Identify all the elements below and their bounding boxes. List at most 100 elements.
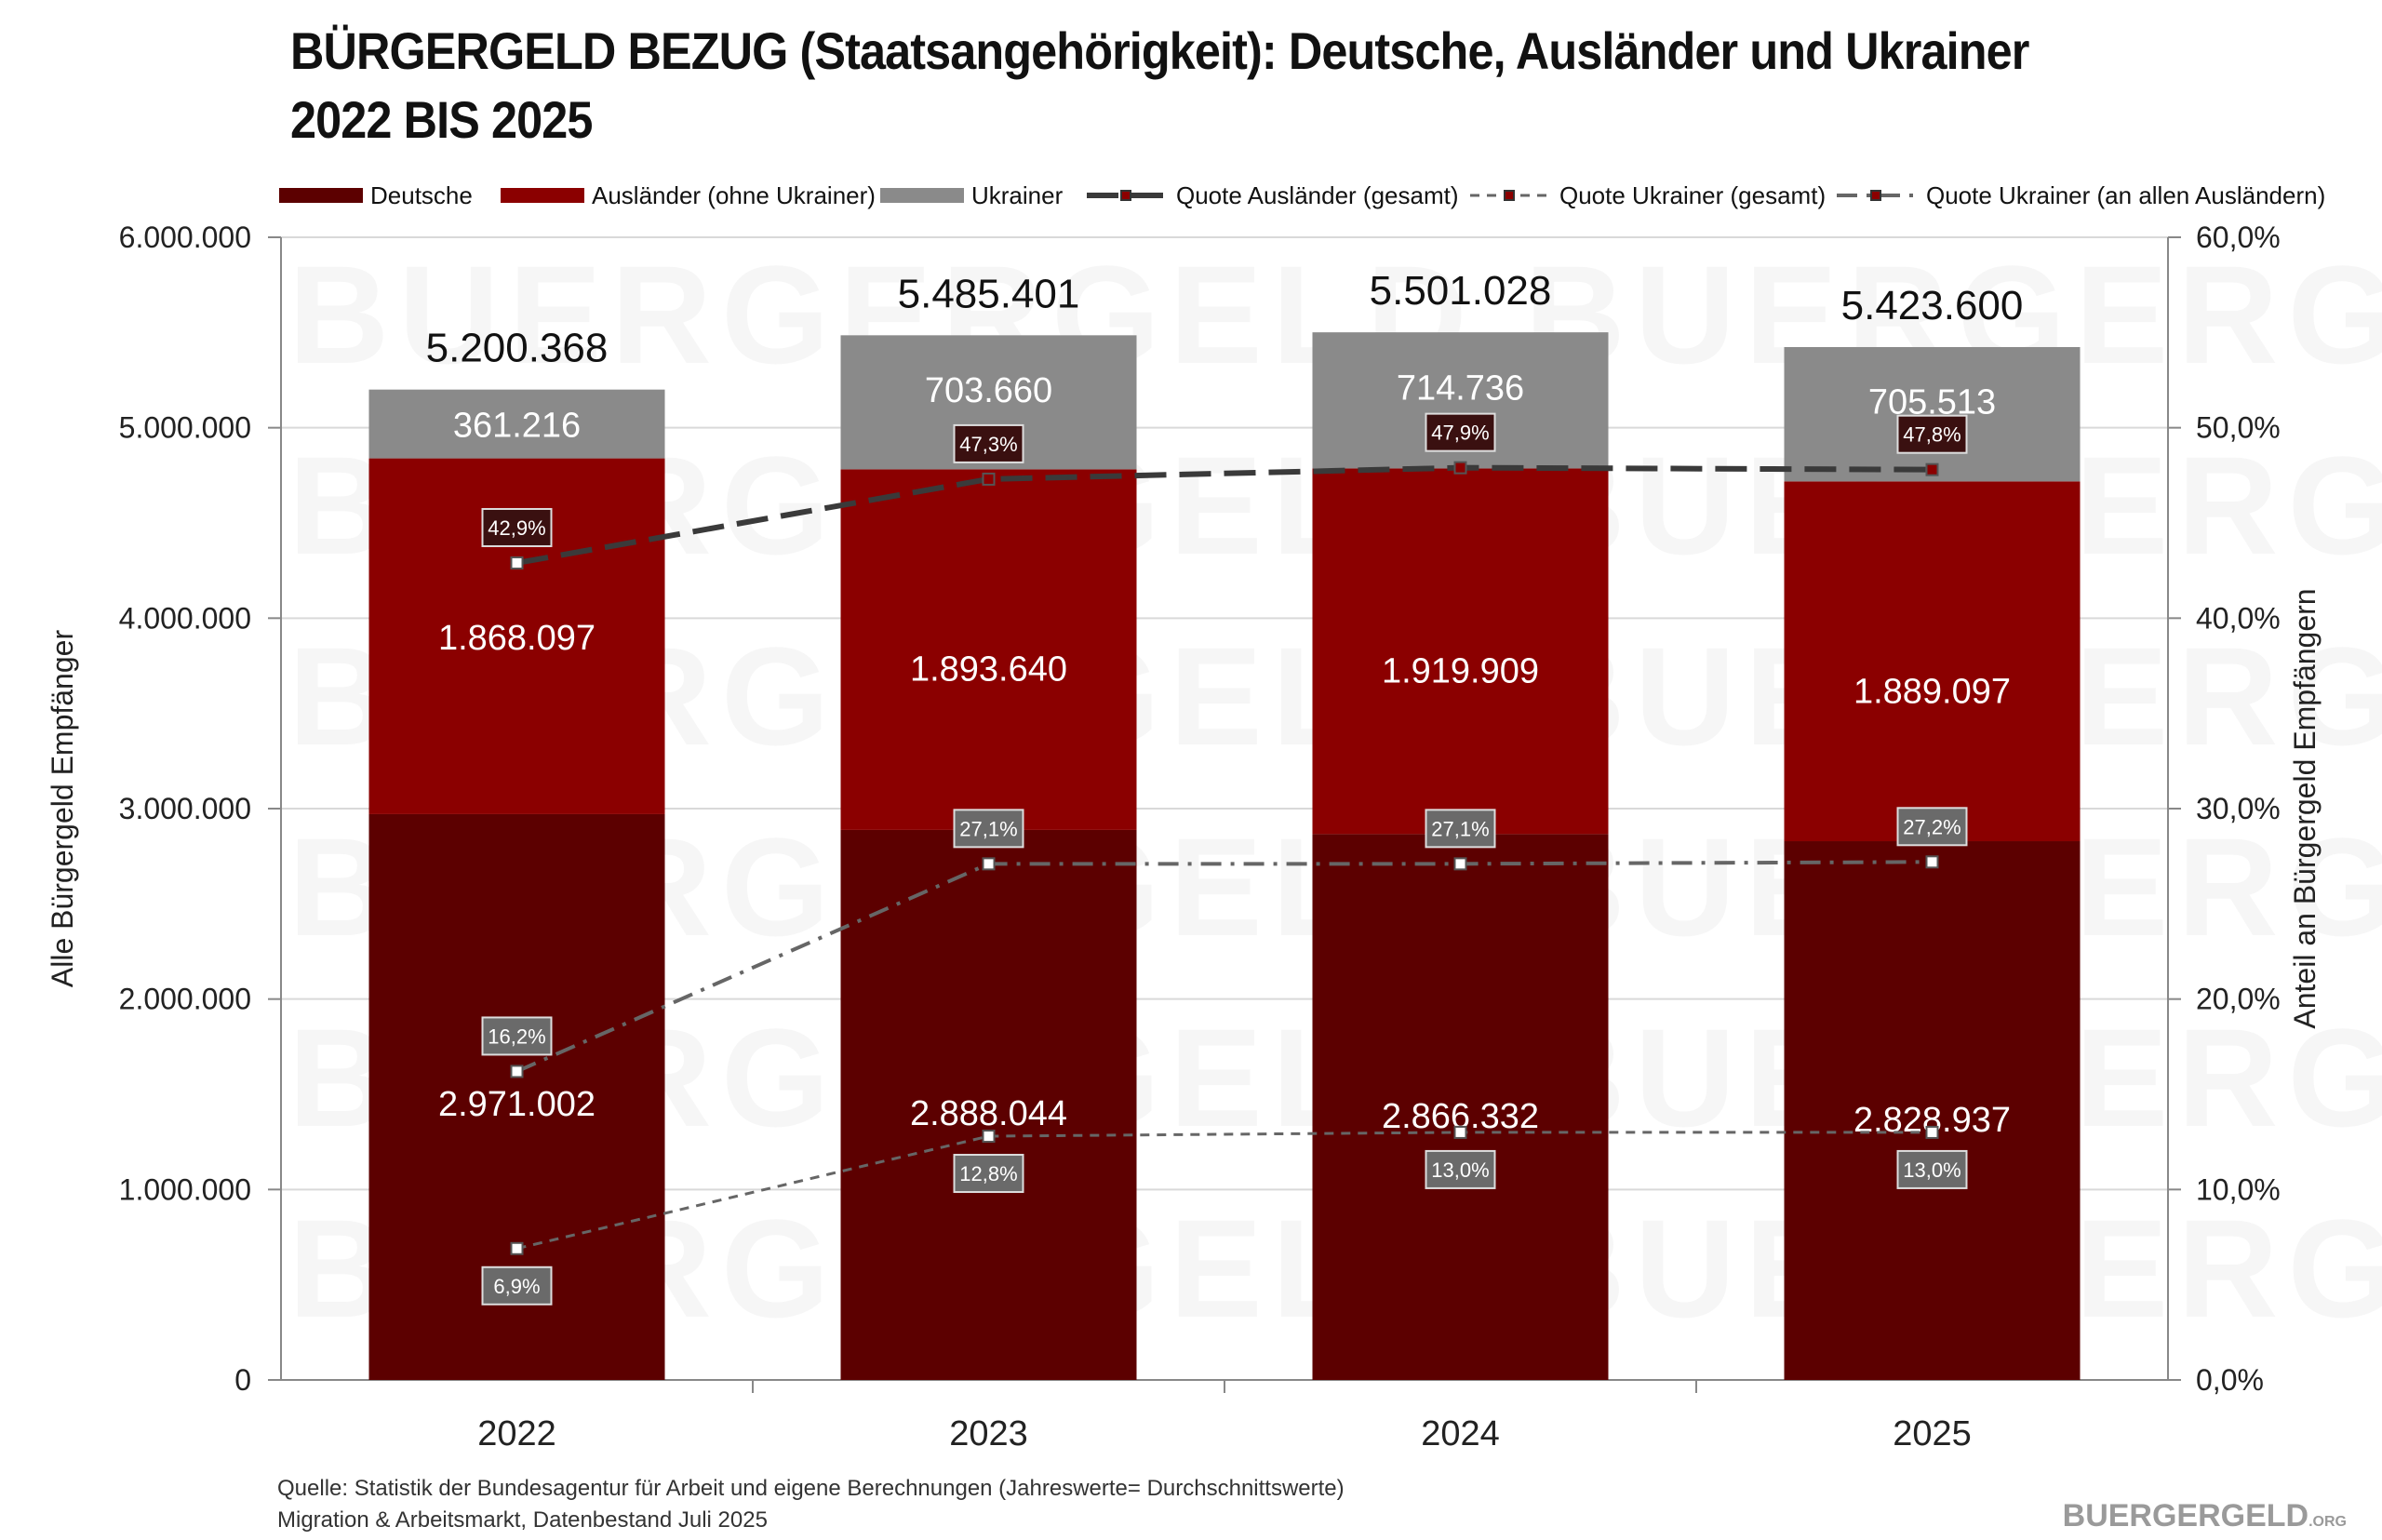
y-tick-label: 2.000.000 — [119, 983, 251, 1016]
line-value-label: 6,9% — [493, 1275, 540, 1298]
legend-auslaender-swatch — [501, 188, 584, 203]
line-value-badge — [1425, 412, 1496, 452]
line-marker — [1453, 461, 1467, 475]
bar-auslaender — [1312, 468, 1609, 835]
bar-deutsche — [1784, 841, 2081, 1380]
line-value-badge — [481, 507, 553, 547]
bar-auslaender — [1784, 481, 2081, 842]
line-marker — [982, 857, 996, 871]
y2-tick-label: 40,0% — [2196, 601, 2281, 635]
line-marker — [1925, 855, 1939, 869]
legend-ukrainer-swatch — [880, 188, 964, 203]
line-value-label: 47,9% — [1431, 422, 1489, 445]
y2-tick-label: 0,0% — [2196, 1363, 2264, 1397]
line-value-label: 12,8% — [959, 1162, 1017, 1185]
total-label: 5.501.028 — [1370, 268, 1552, 314]
line-value-badge — [1425, 1149, 1496, 1189]
x-tick-label: 2025 — [1893, 1414, 1972, 1453]
legend-quote-ukrainer-label: Quote Ukrainer (gesamt) — [1559, 181, 1826, 209]
line-quote-auslaender — [515, 464, 1933, 566]
line-value-label: 13,0% — [1431, 1158, 1489, 1182]
y2-tick-label: 10,0% — [2196, 1172, 2281, 1206]
bar-auslaender — [840, 469, 1137, 830]
line-value-badge — [481, 1016, 553, 1056]
total-label: 5.200.368 — [426, 326, 609, 371]
y-tick-label: 5.000.000 — [119, 411, 251, 445]
segment-label: 2.888.044 — [910, 1094, 1067, 1133]
legend-quote-ukrainer-auslaender-label: Quote Ukrainer (an allen Ausländern) — [1926, 181, 2325, 209]
line-value-label: 27,1% — [1431, 817, 1489, 840]
line-value-badge — [953, 423, 1024, 463]
line-marker — [1453, 857, 1467, 871]
y2-tick-label: 60,0% — [2196, 221, 2281, 254]
line-marker — [1925, 1125, 1939, 1139]
line-value-label: 13,0% — [1903, 1158, 1960, 1182]
line-marker — [1453, 1125, 1467, 1139]
line-marker — [982, 1130, 996, 1144]
line-value-label: 16,2% — [488, 1024, 545, 1048]
line-value-badge — [953, 809, 1024, 849]
y2-tick-label: 50,0% — [2196, 411, 2281, 445]
y2-tick-label: 20,0% — [2196, 983, 2281, 1016]
line-marker — [510, 1241, 524, 1255]
y-axis-label: Alle Bürgergeld Empfänger — [46, 630, 79, 988]
chart-title: BÜRGERGELD BEZUG (Staatsangehörigkeit): … — [290, 17, 2029, 154]
y-tick-label: 4.000.000 — [119, 601, 251, 635]
line-marker — [510, 1065, 524, 1078]
bar-deutsche — [840, 829, 1137, 1380]
chart-title-line2: 2022 BIS 2025 — [290, 90, 593, 149]
segment-label: 1.868.097 — [438, 619, 596, 658]
source-note: Quelle: Statistik der Bundesagentur für … — [277, 1473, 1345, 1536]
line-marker — [982, 472, 996, 486]
segment-label: 361.216 — [453, 407, 581, 446]
bar-deutsche — [1312, 834, 1609, 1380]
segment-label: 1.889.097 — [1853, 673, 2011, 712]
brand-logo: BUERGERGELD.ORG — [2063, 1498, 2347, 1534]
line-value-badge — [1425, 809, 1496, 849]
line-marker — [1925, 462, 1939, 476]
line-value-label: 47,3% — [959, 433, 1017, 456]
source-line-2: Migration & Arbeitsmarkt, Datenbestand J… — [277, 1507, 768, 1533]
brand-text: BUERGERGELD — [2062, 1498, 2309, 1533]
line-value-badge — [1896, 807, 1968, 847]
x-tick-label: 2023 — [949, 1414, 1028, 1453]
line-quote-ukrainer-auslaender — [515, 860, 1933, 1074]
y-tick-label: 1.000.000 — [119, 1172, 251, 1206]
y2-tick-label: 30,0% — [2196, 792, 2281, 825]
x-tick-label: 2022 — [477, 1414, 556, 1453]
legend-auslaender-label: Ausländer (ohne Ukrainer) — [592, 181, 876, 209]
segment-label: 714.736 — [1397, 369, 1524, 408]
total-label: 5.485.401 — [898, 271, 1080, 316]
legend-quote-ukrainer-marker — [1504, 190, 1515, 201]
line-value-label: 27,2% — [1903, 815, 1960, 838]
y-tick-label: 3.000.000 — [119, 792, 251, 825]
legend-quote-auslaender-label: Quote Ausländer (gesamt) — [1176, 181, 1459, 209]
y2-axis-label: Anteil an Bürgergeld Empfängern — [2288, 588, 2322, 1028]
segment-label: 2.971.002 — [438, 1085, 596, 1124]
line-value-label: 42,9% — [488, 516, 545, 540]
brand-suffix: .ORG — [2308, 1514, 2347, 1530]
bar-ukrainer — [368, 389, 665, 459]
line-value-label: 27,1% — [959, 817, 1017, 840]
y-tick-label: 0 — [234, 1363, 251, 1397]
source-line-1: Quelle: Statistik der Bundesagentur für … — [277, 1476, 1345, 1501]
y-tick-label: 6.000.000 — [119, 221, 251, 254]
segment-label: 703.660 — [925, 371, 1052, 410]
legend-quote-ukrainer-auslaender-marker — [1870, 190, 1881, 201]
line-value-badge — [953, 1154, 1024, 1194]
total-label: 5.423.600 — [1841, 283, 2024, 328]
chart-title-line1: BÜRGERGELD BEZUG (Staatsangehörigkeit): … — [290, 21, 2029, 80]
legend-deutsche-swatch — [279, 188, 363, 203]
bar-ukrainer — [1784, 346, 2081, 482]
legend-ukrainer-label: Ukrainer — [971, 181, 1064, 209]
line-value-badge — [1896, 1149, 1968, 1189]
segment-label: 1.919.909 — [1382, 652, 1539, 691]
line-marker — [510, 556, 524, 569]
x-tick-label: 2024 — [1421, 1414, 1500, 1453]
segment-label: 1.893.640 — [910, 650, 1067, 690]
line-value-label: 47,8% — [1903, 423, 1960, 447]
legend-deutsche-label: Deutsche — [370, 181, 473, 209]
line-value-badge — [481, 1265, 553, 1306]
line-quote-ukrainer — [516, 1131, 1933, 1251]
